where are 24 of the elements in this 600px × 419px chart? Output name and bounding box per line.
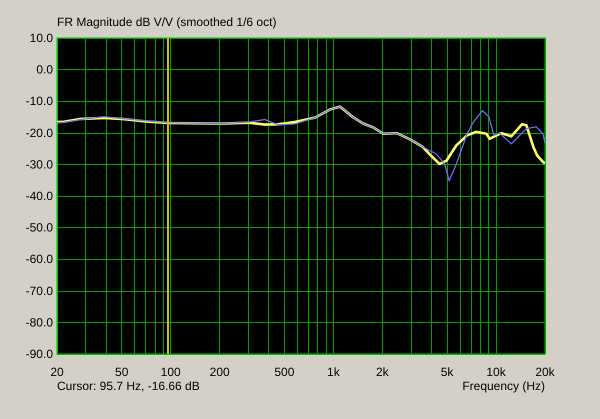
x-tick-label: 100 xyxy=(160,365,182,379)
y-tick-label: 10.0 xyxy=(30,31,54,45)
y-tick-label: -40.0 xyxy=(26,189,54,203)
text: Cursor: 95.7 Hz, -16.66 dB xyxy=(57,379,200,393)
x-tick-label: 5k xyxy=(440,365,454,379)
y-tick-label: -90.0 xyxy=(26,347,54,361)
y-tick-label: 0.0 xyxy=(36,62,54,77)
x-tick-label: 50 xyxy=(115,365,129,379)
y-tick-label: -50.0 xyxy=(26,220,54,235)
x-axis-title: Frequency (Hz) xyxy=(462,379,546,393)
x-tick-label: 20 xyxy=(50,365,64,379)
y-tick-label: -30.0 xyxy=(26,157,54,172)
x-tick-label: 20k xyxy=(535,365,556,379)
y-tick-label: -70.0 xyxy=(26,284,54,298)
x-tick-label: 2k xyxy=(376,365,390,379)
x-tick-label: 10k xyxy=(486,365,507,379)
x-tick-label: 500 xyxy=(274,365,295,379)
y-tick-label: -20.0 xyxy=(26,126,54,140)
x-tick-label: 1k xyxy=(327,365,341,379)
chart-title: FR Magnitude dB V/V (smoothed 1/6 oct) xyxy=(57,15,276,29)
x-tick-label: 200 xyxy=(210,365,230,379)
y-tick-label: -10.0 xyxy=(26,94,54,108)
y-tick-label: -60.0 xyxy=(26,252,54,266)
y-tick-label: -80.0 xyxy=(26,315,54,330)
